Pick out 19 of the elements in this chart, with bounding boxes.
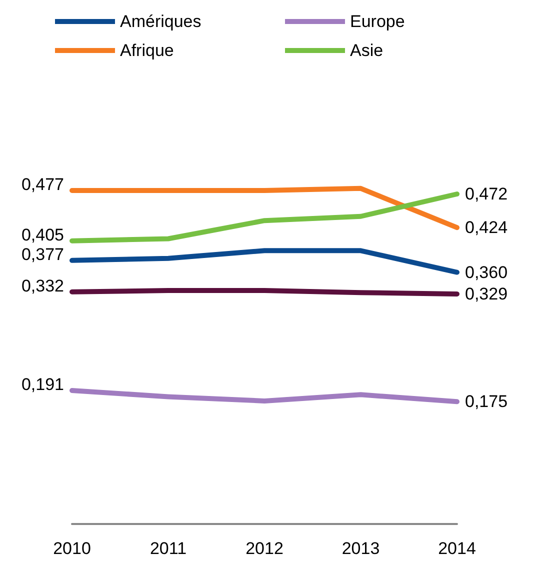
x-tick-label: 2014 <box>438 539 476 558</box>
x-tick-label: 2012 <box>246 539 284 558</box>
legend-label: Europe <box>350 12 405 31</box>
x-tick-label: 2010 <box>53 539 91 558</box>
data-label: 0,477 <box>21 175 64 194</box>
x-tick-label: 2013 <box>342 539 380 558</box>
legend-label: Asie <box>350 41 384 60</box>
data-label: 0,377 <box>21 244 64 264</box>
legend-label: Amériques <box>120 12 202 31</box>
data-label: 0,360 <box>465 262 508 282</box>
data-label: 0,175 <box>465 392 508 412</box>
data-label: 0,332 <box>21 276 64 296</box>
x-tick-label: 2011 <box>150 539 187 558</box>
data-label: 0,472 <box>465 184 508 204</box>
legend-label: Afrique <box>120 41 174 60</box>
data-label: 0,191 <box>21 374 64 394</box>
data-label: 0,329 <box>465 284 508 304</box>
data-label: 0,405 <box>21 225 64 244</box>
data-label: 0,424 <box>465 218 508 238</box>
